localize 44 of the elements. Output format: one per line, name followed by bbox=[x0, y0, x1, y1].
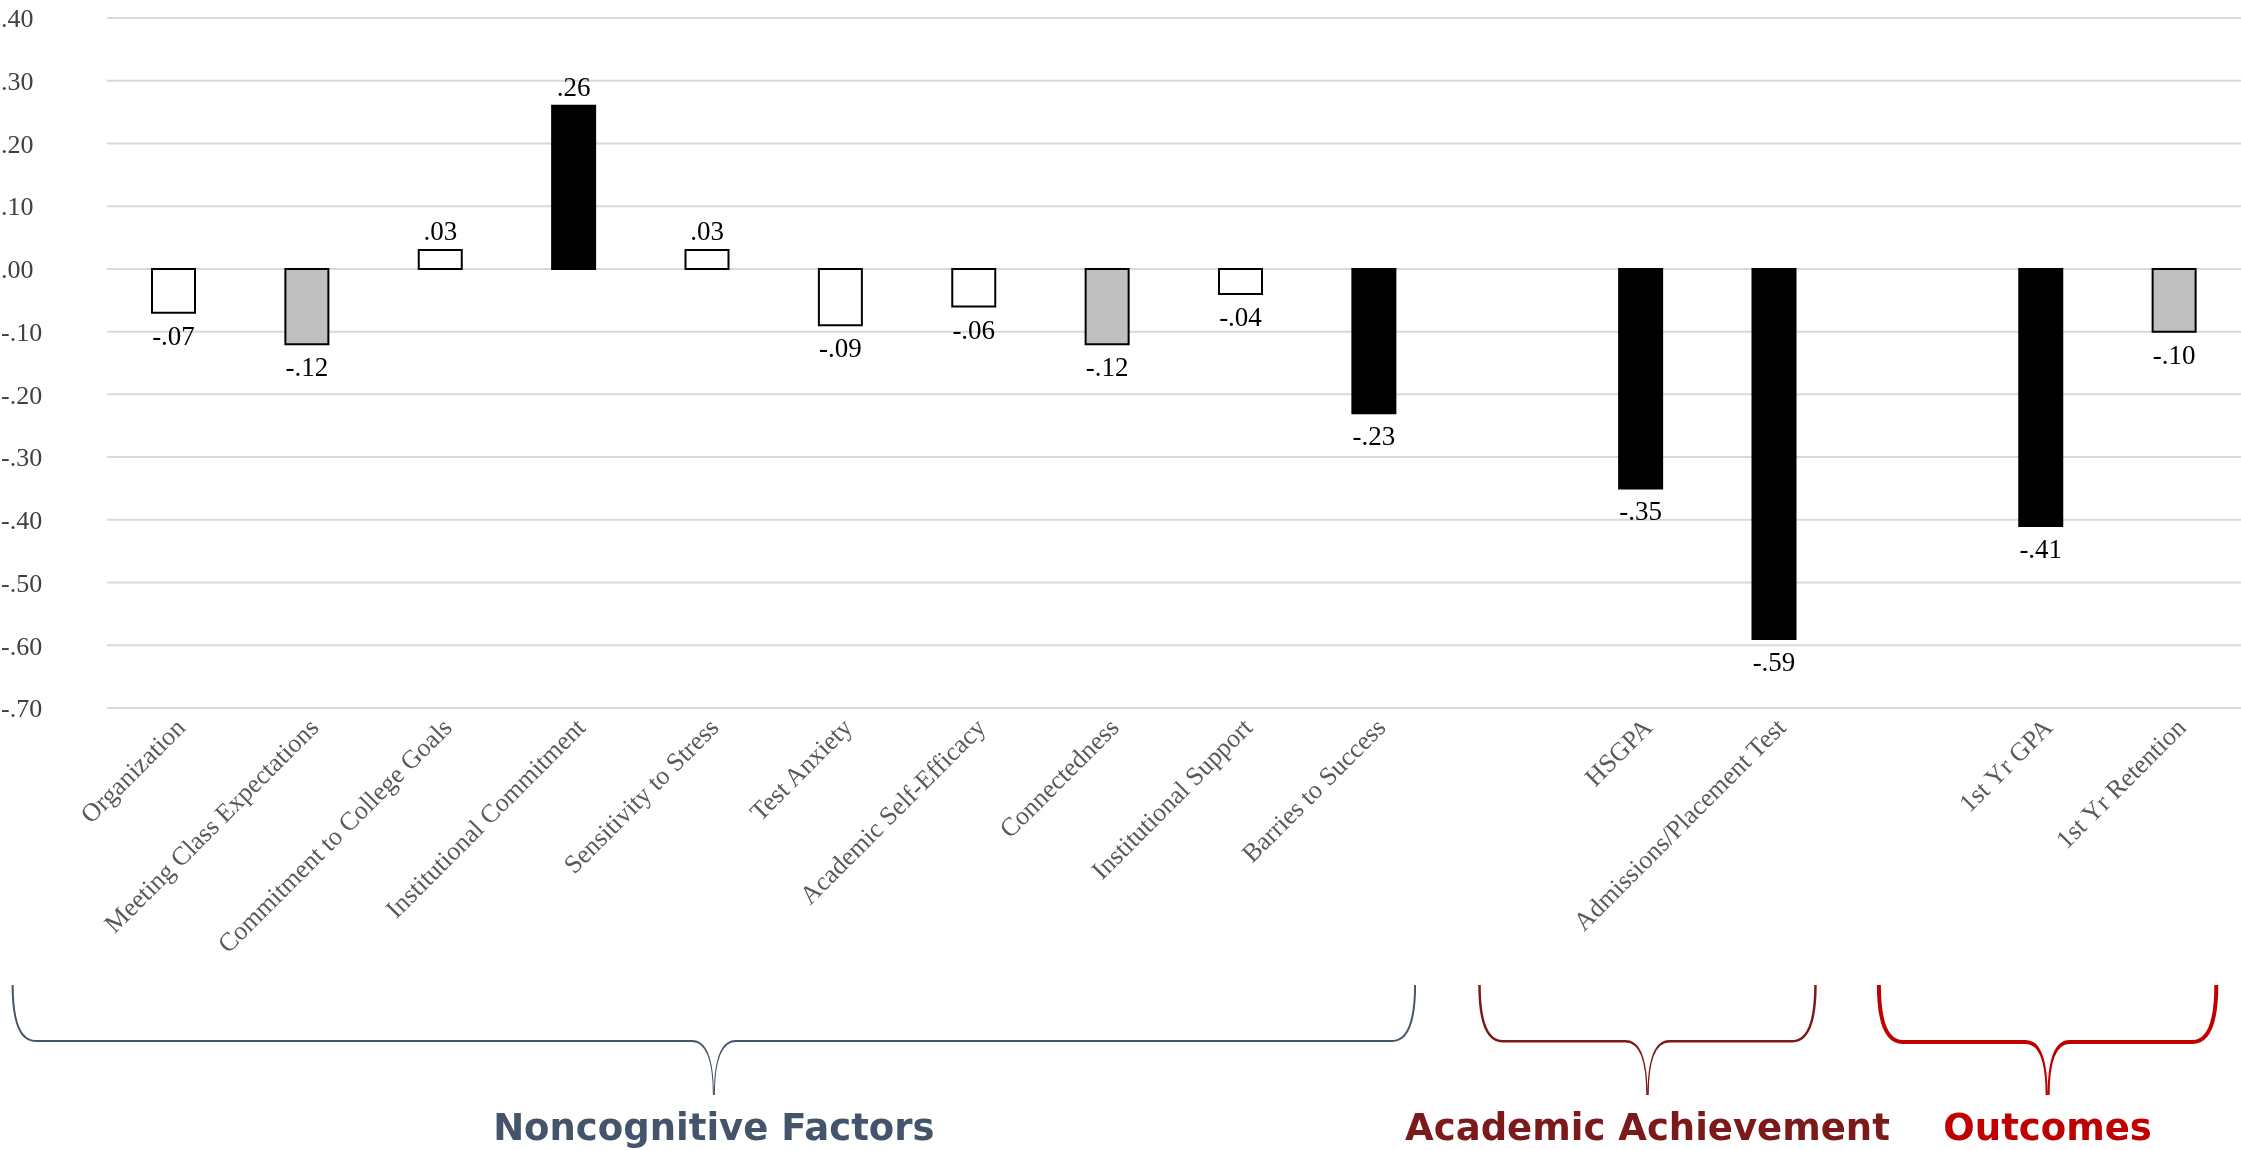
bar bbox=[684, 249, 730, 270]
data-label: -.41 bbox=[2019, 534, 2063, 565]
bar bbox=[1218, 267, 1263, 295]
bar bbox=[951, 267, 997, 308]
bar bbox=[817, 267, 863, 327]
data-label: -.23 bbox=[1352, 421, 1396, 452]
y-tick-label: -.10 bbox=[1, 317, 43, 347]
text: Noncognitive Factors bbox=[493, 1106, 935, 1149]
x-tick-label: 1st Yr GPA bbox=[1953, 712, 2059, 818]
y-tick-label: -.40 bbox=[1, 506, 43, 536]
data-label: .03 bbox=[423, 216, 458, 247]
y-tick-label: -.20 bbox=[1, 380, 43, 410]
bar bbox=[1618, 267, 1664, 490]
y-tick-label: .20 bbox=[1, 129, 34, 159]
y-tick-label: .10 bbox=[1, 192, 34, 222]
bar bbox=[1751, 267, 1797, 640]
data-label: -.35 bbox=[1619, 496, 1662, 527]
text: Outcomes bbox=[1943, 1106, 2152, 1149]
data-label: -.10 bbox=[2152, 339, 2196, 370]
data-label: .03 bbox=[690, 216, 724, 247]
y-tick-label: .30 bbox=[1, 66, 34, 96]
y-tick-label: -.60 bbox=[1, 631, 43, 661]
data-label: -.12 bbox=[1085, 352, 1129, 383]
bar bbox=[1084, 267, 1130, 346]
y-tick-label: -.70 bbox=[1, 694, 43, 724]
bar bbox=[1351, 267, 1397, 415]
bar bbox=[2151, 267, 2197, 333]
data-label: -.59 bbox=[1752, 647, 1796, 677]
data-label: .26 bbox=[556, 71, 591, 102]
data-label: -.04 bbox=[1219, 302, 1263, 332]
y-tick-label: .00 bbox=[1, 255, 34, 285]
y-tick-label: .40 bbox=[1, 4, 34, 34]
data-label: -.07 bbox=[152, 320, 195, 351]
data-label: -.06 bbox=[952, 314, 996, 345]
bar bbox=[417, 249, 463, 270]
bar bbox=[151, 267, 196, 314]
y-tick-label: -.30 bbox=[1, 443, 43, 473]
bar bbox=[2018, 267, 2064, 528]
bar bbox=[284, 267, 330, 346]
bar bbox=[551, 104, 597, 270]
text: Academic Achievement bbox=[1405, 1106, 1890, 1149]
data-label: -.12 bbox=[285, 352, 329, 383]
y-tick-label: -.50 bbox=[1, 568, 43, 598]
data-label: -.09 bbox=[819, 333, 862, 364]
